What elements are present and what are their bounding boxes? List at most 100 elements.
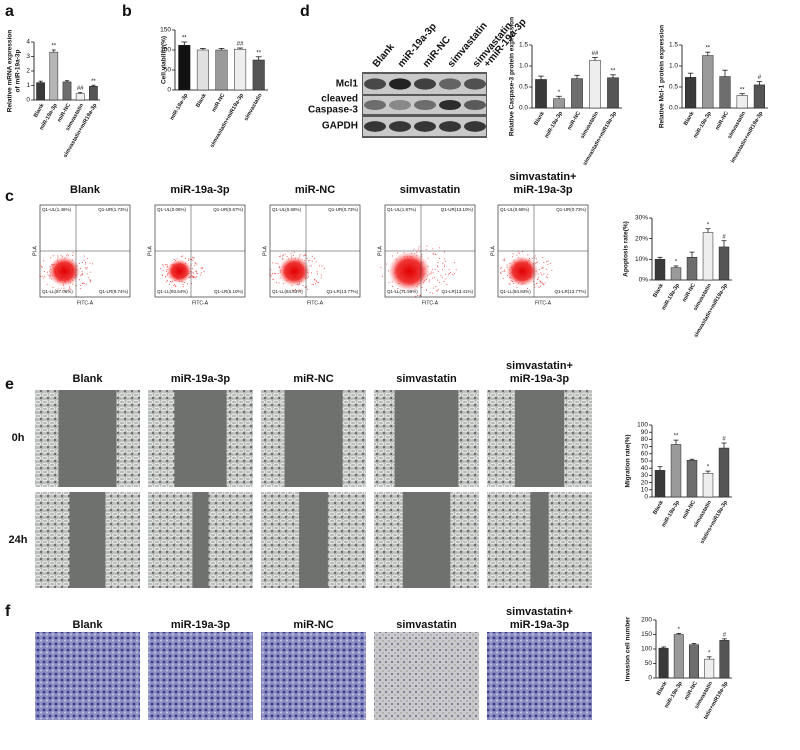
- flow-dot: [442, 268, 444, 270]
- flow-dot: [200, 274, 202, 276]
- blot-band: [464, 121, 486, 132]
- bar: [196, 49, 209, 91]
- wound-gap: [530, 492, 549, 588]
- flow-dot: [282, 258, 284, 260]
- y-tick-label: 1: [26, 82, 30, 89]
- flow-dot: [380, 267, 382, 269]
- significance-mark: ##: [77, 86, 84, 92]
- bar: [654, 259, 666, 281]
- wound-gap: [192, 492, 209, 588]
- flow-dot: [167, 280, 169, 282]
- flow-dot: [502, 271, 504, 273]
- flow-dot: [432, 277, 434, 279]
- flow-dot: [66, 255, 68, 257]
- flow-dot: [202, 267, 204, 269]
- y-tick-label: 90: [641, 429, 649, 436]
- flow-dot: [542, 283, 544, 285]
- y-axis-label: Invasion cell number: [625, 616, 632, 681]
- wound-gap: [284, 390, 343, 487]
- bar: [736, 95, 748, 109]
- bar: [686, 460, 698, 498]
- flow-dot: [434, 268, 436, 270]
- invasion-image: [261, 632, 366, 720]
- y-axis-label: Relative mRNA expression: [7, 30, 14, 113]
- significance-mark: *: [707, 222, 710, 228]
- flow-dot: [278, 282, 280, 284]
- flow-dot: [192, 256, 194, 258]
- flow-dot: [72, 255, 74, 257]
- flow-dot: [309, 265, 311, 267]
- flow-dot: [546, 260, 548, 262]
- flow-dot: [78, 279, 80, 281]
- y-tick-label: 20: [641, 479, 649, 486]
- flow-y-label: PI-A: [147, 245, 153, 255]
- flow-dot: [415, 295, 417, 297]
- flow-dot: [269, 273, 271, 275]
- flow-dot: [39, 275, 41, 277]
- blot-row-label: GAPDH: [322, 121, 358, 132]
- flow-dot: [188, 258, 190, 260]
- flow-dot: [544, 282, 546, 284]
- group-title: simvastatin+: [506, 606, 573, 618]
- quadrant-label: Q1-LL(93.64%): [157, 289, 188, 294]
- x-tick-label: miR-19a-3p: [169, 92, 189, 121]
- significance-mark: **: [705, 46, 710, 52]
- flow-dot: [535, 255, 537, 257]
- bar: [670, 267, 682, 281]
- quadrant-label: Q1-UL(1.87%): [387, 207, 417, 212]
- y-tick-label: 70: [641, 443, 649, 450]
- flow-dot: [191, 268, 193, 270]
- flow-dot: [168, 283, 170, 285]
- flow-dot: [397, 252, 399, 254]
- flow-dot: [526, 288, 528, 290]
- bar: [571, 78, 583, 109]
- flow-x-label: FITC-A: [307, 300, 324, 306]
- flow-dot: [84, 261, 86, 263]
- flow-y-label: PI-A: [262, 245, 268, 255]
- flow-dot: [194, 264, 196, 266]
- x-tick-label: miR-NC: [682, 500, 697, 520]
- y-tick-label: 1.0: [519, 63, 528, 70]
- y-tick-label: 0.0: [669, 105, 678, 112]
- invasion-image: [374, 632, 479, 720]
- group-title: miR-19a-3p: [513, 184, 573, 196]
- flow-dot: [271, 273, 273, 275]
- flow-dot: [536, 262, 538, 264]
- flow-dot: [501, 267, 503, 269]
- wound-gap: [69, 492, 106, 588]
- flow-dot: [427, 257, 429, 259]
- flow-dot: [299, 255, 301, 257]
- flow-dot: [44, 275, 46, 277]
- flow-dot: [421, 254, 423, 256]
- blot-band: [389, 121, 411, 132]
- flow-dot: [302, 285, 304, 287]
- flow-dot: [516, 254, 518, 256]
- flow-dot: [84, 263, 86, 265]
- group-title: simvastatin: [400, 184, 461, 196]
- flow-dot: [69, 288, 71, 290]
- y-tick-label: 0: [167, 87, 171, 94]
- y-tick-label: 10: [641, 487, 649, 494]
- flow-dot: [317, 282, 319, 284]
- flow-dot: [274, 273, 276, 275]
- flow-dot: [541, 282, 543, 284]
- x-tick-label: Blank: [652, 499, 665, 516]
- flow-dot: [537, 278, 539, 280]
- flow-dot: [292, 290, 294, 292]
- flow-dot: [508, 282, 510, 284]
- bar: [36, 82, 45, 101]
- flow-dot: [270, 269, 272, 271]
- flow-dot: [518, 252, 520, 254]
- bar: [658, 647, 669, 679]
- significance-mark: **: [182, 36, 187, 42]
- quadrant-label: Q1-LL(84.83%): [272, 289, 303, 294]
- flow-dot: [445, 260, 447, 262]
- flow-y-label: PI-A: [32, 245, 38, 255]
- significance-mark: #: [723, 632, 727, 638]
- flow-dot: [80, 284, 82, 286]
- bar: [753, 84, 765, 109]
- flow-dot: [413, 249, 415, 251]
- y-tick-label: 1.5: [669, 42, 678, 49]
- flow-dot: [272, 262, 274, 264]
- flow-dot: [43, 270, 45, 272]
